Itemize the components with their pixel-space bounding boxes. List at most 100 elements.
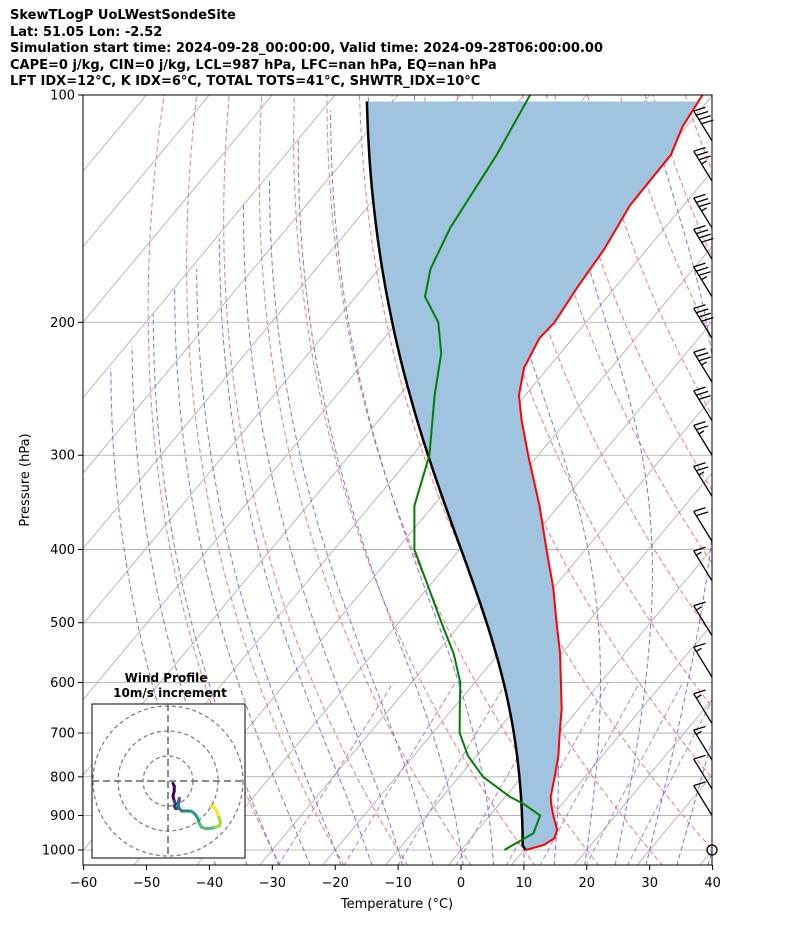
dry-adiabat [186, 95, 345, 865]
barb-shaft [693, 110, 713, 142]
isotherm-line [573, 699, 712, 865]
barb-flag [696, 308, 709, 314]
barb-flag [698, 115, 711, 121]
dry-adiabat [326, 95, 600, 865]
parcel-profile-line [365, 101, 527, 851]
dewpoint-profile-line [413, 95, 542, 851]
x-axis-label: Temperature (°C) [340, 897, 453, 912]
barb-shaft [693, 308, 713, 339]
barb-flag [693, 421, 706, 427]
x-tick-label: 20 [579, 876, 596, 891]
x-tick-label: 30 [641, 876, 658, 891]
barb-half-flag [701, 160, 708, 165]
barb-shaft [693, 197, 713, 229]
moist-adiabat [676, 738, 712, 865]
barb-flag [696, 266, 709, 272]
barb-flag [698, 202, 711, 208]
barb-flag [701, 237, 714, 243]
inset-title: Wind Profile [125, 671, 208, 685]
inset-subtitle: 10m/s increment [113, 686, 227, 700]
wind-barb [693, 642, 713, 678]
barb-flag [693, 386, 706, 392]
x-tick-label: −20 [321, 876, 348, 891]
wind-barbs [693, 106, 718, 856]
mixing-ratio-line [455, 682, 562, 865]
barb-shaft [693, 425, 713, 456]
barb-half-flag [698, 471, 705, 476]
dry-adiabat [750, 95, 794, 866]
barb-flag [698, 155, 711, 161]
wind-barb [693, 347, 713, 383]
chart-header: SkewTLogP UoLWestSondeSite Lat: 51.05 Lo… [10, 8, 603, 91]
isotherm-line [83, 95, 336, 399]
barb-flag [693, 725, 706, 731]
barb-half-flag [695, 647, 702, 652]
barb-flag [693, 193, 706, 199]
barb-shaft [693, 646, 713, 678]
temperature-profile-line [517, 95, 704, 851]
barb-half-flag [695, 694, 702, 699]
y-axis-label: Pressure (hPa) [18, 433, 33, 526]
barb-flag [693, 262, 706, 268]
moist-adiabat [707, 850, 712, 865]
y-tick-label: 500 [50, 616, 75, 631]
y-tick-label: 100 [50, 89, 75, 104]
moist-adiabat [644, 95, 712, 865]
wind-barb [693, 781, 713, 816]
dry-adiabat [456, 95, 712, 708]
barb-flag [696, 229, 709, 235]
barb-flag [696, 110, 709, 116]
barb-shaft [693, 693, 713, 724]
x-tick-label: 40 [704, 876, 721, 891]
dry-adiabat [521, 95, 712, 565]
dry-adiabat [258, 95, 472, 865]
barb-shaft [693, 351, 713, 383]
mixing-ratio-line [343, 682, 456, 865]
barb-flag [701, 119, 714, 125]
barb-flag [698, 356, 711, 362]
isotherm-line [322, 397, 712, 865]
x-tick-label: −40 [196, 876, 223, 891]
barb-shaft [693, 729, 713, 761]
moist-adiabat [297, 140, 464, 865]
barb-shaft [693, 466, 713, 497]
isotherm-line [83, 95, 84, 97]
chart-title: SkewTLogP UoLWestSondeSite [10, 8, 236, 23]
barb-flag [693, 754, 706, 760]
barb-half-flag [698, 430, 705, 435]
barb-flag [696, 198, 709, 203]
wind-barb [693, 386, 713, 422]
wind-barb [693, 689, 713, 724]
barb-flag [698, 233, 711, 239]
wind-barb [693, 421, 713, 456]
isotherm-line [83, 95, 273, 323]
isotherm-line [510, 623, 712, 865]
index-line: LFT IDX=12°C, K IDX=6°C, TOTAL TOTS=41°C… [10, 74, 481, 89]
isotherm-line [83, 95, 399, 474]
barb-shaft [693, 605, 713, 636]
wind-barb [693, 193, 713, 229]
isotherm-line [259, 321, 712, 865]
barb-flag [693, 781, 706, 787]
x-tick-label: −50 [133, 876, 160, 891]
barb-flag [693, 462, 706, 468]
location-line: Lat: 51.05 Lon: -2.52 [10, 24, 163, 40]
wind-barb [693, 106, 714, 142]
barb-flag [693, 546, 706, 552]
barb-flag [701, 316, 714, 322]
moist-adiabat [546, 95, 653, 865]
y-tick-label: 800 [50, 770, 75, 785]
barb-shaft [693, 511, 713, 542]
y-tick-label: 300 [50, 449, 75, 464]
moist-adiabat [152, 314, 280, 865]
hodograph-segment [209, 804, 216, 809]
mixing-ratio-line [627, 699, 712, 865]
time-line: Simulation start time: 2024-09-28_00:00:… [10, 41, 603, 56]
y-tick-label: 700 [50, 727, 75, 742]
x-tick-label: 0 [457, 876, 465, 891]
barb-shaft [693, 266, 713, 298]
x-tick-label: −10 [384, 876, 411, 891]
barb-flag [693, 689, 706, 695]
isotherm-line [83, 95, 210, 248]
